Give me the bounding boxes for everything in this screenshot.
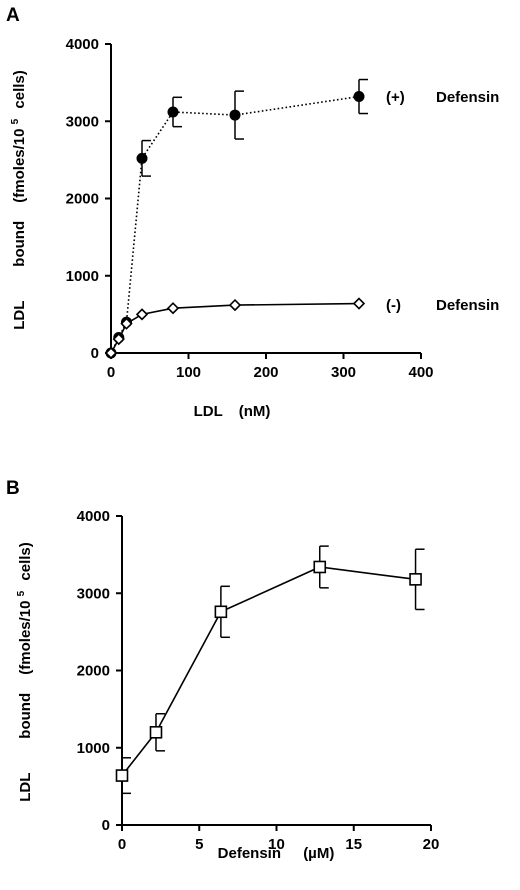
panel-b-y-label-exponent: 5 xyxy=(16,590,27,596)
panel-b-y-tick-label: 3000 xyxy=(77,585,110,602)
panel-a-point-filled-circle xyxy=(167,106,179,118)
panel-a-point-open-diamond xyxy=(112,332,125,346)
series-label-plus-name: Defensin xyxy=(436,89,499,106)
panel-a-point-open-diamond xyxy=(352,297,366,310)
panel-b-series-0-line xyxy=(121,566,416,777)
panel-b-y-tick-label: 4000 xyxy=(77,508,110,525)
panel-b-chart: B 0 1000 2000 3000 4000 0 5 10 15 20 Defensin (µM… xyxy=(6,478,439,862)
panel-a-x-axis-label-name: LDL xyxy=(194,403,223,420)
panel-b-y-tick-label: 1000 xyxy=(77,740,110,757)
panel-a-y-label-ldl: LDL xyxy=(11,301,28,330)
panel-a-x-axis-label-unit: (nM) xyxy=(239,403,271,420)
panel-a-letter: A xyxy=(6,5,20,26)
panel-b-x-axis-label: Defensin (µM) xyxy=(218,845,335,862)
panel-a-chart: A 0 1000 2000 3000 4000 0 100 200 300 400 LDL (nM… xyxy=(5,5,499,420)
panel-b-plot-area: 0 1000 2000 3000 4000 0 5 10 15 20 xyxy=(77,508,440,853)
panel-a-y-tick-label: 4000 xyxy=(66,36,99,53)
panel-b-y-label-cells: cells) xyxy=(17,542,34,580)
series-label-plus-defensin: (+) Defensin xyxy=(386,89,499,106)
panel-b-point-open-square xyxy=(115,769,129,782)
panel-a-x-tick-label: 200 xyxy=(253,364,278,381)
panel-b-y-label-units: (fmoles/10 xyxy=(17,601,34,675)
panel-a-point-filled-circle xyxy=(229,109,241,121)
panel-a-y-tick-label: 3000 xyxy=(66,113,99,130)
panel-a-y-tick-label: 1000 xyxy=(66,268,99,285)
panel-b-point-open-square xyxy=(409,573,422,586)
panel-b-letter: B xyxy=(6,478,20,499)
panel-b-x-label-name: Defensin xyxy=(218,845,281,862)
panel-a-point-filled-circle xyxy=(136,152,148,164)
panel-a-y-label-exponent: 5 xyxy=(10,118,21,124)
panel-a-y-axis-label: LDL bound (fmoles/10 5 cells) xyxy=(5,70,28,330)
panel-a-x-tick-label: 400 xyxy=(408,364,433,381)
panel-a-point-open-diamond xyxy=(135,308,149,321)
panel-a-point-open-diamond xyxy=(228,298,242,312)
panel-a-y-tick-label: 2000 xyxy=(66,191,99,208)
panel-a-x-tick-label: 300 xyxy=(331,364,356,381)
panel-a-y-label-cells: cells) xyxy=(11,70,28,108)
panel-b-y-tick-label: 0 xyxy=(102,817,110,834)
panel-a-point-open-diamond xyxy=(120,317,133,330)
panel-b-x-tick-label: 10 xyxy=(268,836,285,853)
panel-a-plot-area: 0 1000 2000 3000 4000 0 100 200 300 400 xyxy=(66,36,434,381)
panel-b-point-open-square xyxy=(149,725,163,739)
panel-b-x-tick-label: 5 xyxy=(195,836,203,853)
series-label-plus-sign: (+) xyxy=(386,89,405,106)
series-label-minus-defensin: (-) Defensin xyxy=(386,297,499,314)
panel-b-x-tick-label: 20 xyxy=(423,836,440,853)
panel-a-x-tick-label: 100 xyxy=(176,364,201,381)
panel-a-y-label-bound: bound xyxy=(11,221,28,267)
panel-a-x-tick-label: 0 xyxy=(107,364,115,381)
panel-b-x-label-unit: (µM) xyxy=(303,845,334,862)
panel-b-y-axis-label: LDL bound (fmoles/10 5 cells) xyxy=(11,542,34,802)
panel-a-y-label-units: (fmoles/10 xyxy=(11,129,28,203)
panel-b-y-label-ldl: LDL xyxy=(17,773,34,802)
panel-a-y-tick-label: 0 xyxy=(91,345,99,362)
panel-b-series-0 xyxy=(115,545,425,795)
panel-b-point-open-square xyxy=(313,560,327,574)
panel-a-point-filled-circle xyxy=(353,91,365,103)
panel-a-point-open-diamond xyxy=(104,346,118,360)
panel-b-point-open-square xyxy=(214,605,228,619)
panel-a-x-axis-label: LDL (nM) xyxy=(194,403,271,420)
panel-b-x-tick-label: 0 xyxy=(118,836,126,853)
panel-b-x-tick-label: 15 xyxy=(345,836,362,853)
panel-a-series-1 xyxy=(104,297,366,360)
series-label-minus-sign: (-) xyxy=(386,297,401,314)
panel-a-point-open-diamond xyxy=(166,302,180,315)
panel-b-y-tick-label: 2000 xyxy=(77,663,110,680)
panel-b-y-label-bound: bound xyxy=(17,693,34,739)
series-label-minus-name: Defensin xyxy=(436,297,499,314)
